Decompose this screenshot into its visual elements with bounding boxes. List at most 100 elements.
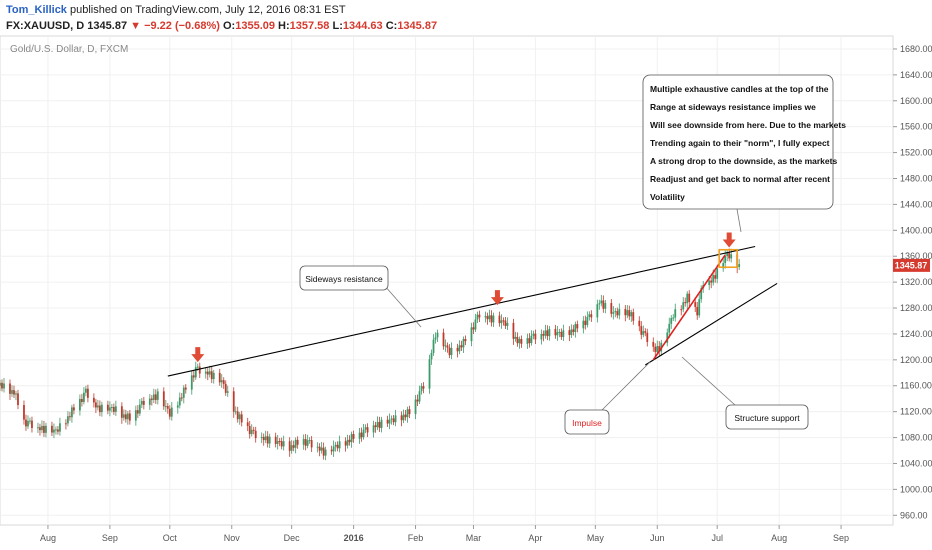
candle-body [15, 393, 17, 395]
candle-body [162, 391, 165, 407]
structure-support[interactable] [644, 282, 778, 366]
candle-body [652, 341, 655, 347]
candle-body [728, 252, 731, 259]
y-tick-label: 1320.00 [900, 277, 932, 287]
candle-body [436, 332, 439, 338]
sideways-resistance[interactable] [167, 245, 756, 377]
candle-body [684, 302, 687, 304]
candle-body [604, 303, 607, 309]
candle-body [226, 391, 229, 393]
candle-body [212, 372, 215, 380]
low-label: L: [332, 20, 343, 32]
highlight-box [718, 248, 738, 269]
candle-body [588, 314, 591, 317]
candle-body [346, 439, 349, 446]
callout-box [642, 74, 834, 210]
y-tick-label: 1680.00 [900, 44, 932, 54]
candle-body [630, 312, 633, 317]
candle-body [25, 419, 27, 427]
candle-body [484, 316, 487, 318]
y-tick-label: 1080.00 [900, 433, 932, 443]
candle-body [386, 419, 389, 424]
candle-body [530, 335, 533, 344]
candle-body [43, 425, 45, 433]
time-axis[interactable]: Aug Sep Oct Nov Dec 2016 Feb Mar Apr May Jun Jul Aug… [40, 525, 849, 543]
y-tick-label: 1560.00 [900, 122, 932, 132]
trendlines [167, 245, 778, 377]
candle-body [388, 419, 391, 424]
candle-body [29, 420, 31, 422]
price-tag: 1345.87 [893, 258, 930, 272]
candle-body [120, 406, 123, 418]
candle-body [738, 264, 741, 268]
price-axis[interactable]: 960.00 1000.00 1040.00 1080.00 1120.00 1160.0… [893, 44, 932, 520]
candle-body [700, 288, 703, 300]
candle-body [422, 386, 425, 389]
candle-body [470, 327, 473, 342]
candle-body [55, 429, 57, 431]
candle-body [94, 402, 97, 408]
candle-body [350, 434, 353, 443]
author-link[interactable]: Tom_Killick [6, 4, 67, 16]
x-tick-label: Sep [102, 533, 118, 543]
candle-body [37, 427, 39, 429]
candle-body [560, 331, 563, 337]
x-tick-label: Feb [408, 533, 424, 543]
candle-body [644, 331, 647, 333]
candle-body [224, 383, 227, 393]
x-tick-label: Apr [528, 533, 542, 543]
y-tick-label: 1400.00 [900, 225, 932, 235]
open-value: 1355.09 [235, 20, 275, 32]
candle-body [164, 406, 167, 408]
y-tick-label: 1640.00 [900, 70, 932, 80]
candle-body [516, 336, 519, 344]
candle-body [498, 315, 501, 324]
candle-body [262, 436, 265, 441]
candle-body [658, 346, 661, 352]
candle-body [53, 429, 55, 433]
candle-body [712, 275, 715, 283]
candle-body [320, 447, 323, 451]
candle-body [206, 371, 209, 375]
candle-body [600, 300, 603, 304]
candle-body [378, 421, 381, 428]
impulse-line[interactable] [652, 254, 726, 361]
candle-body [246, 422, 249, 427]
candle-body [252, 429, 255, 431]
candle-body [458, 345, 461, 352]
candle-body [248, 426, 251, 435]
candle-body [318, 446, 321, 451]
candle-body [134, 410, 137, 421]
x-tick-label: Aug [771, 533, 787, 543]
candle-body [362, 429, 365, 438]
candle-body [502, 320, 505, 322]
candle-body [474, 319, 477, 330]
candle-body [472, 327, 475, 330]
candle-body [616, 311, 619, 316]
candle-body [686, 293, 689, 304]
candle-body [450, 347, 453, 356]
y-tick-label: 1000.00 [900, 484, 932, 494]
candle-body [374, 425, 377, 428]
candle-body [344, 441, 347, 446]
candle-body [260, 436, 263, 439]
candle-body [624, 309, 627, 316]
candle-body [506, 322, 509, 326]
candle-body [730, 254, 733, 259]
candle-body [710, 280, 713, 283]
candle-body [626, 310, 629, 316]
candle-body [126, 413, 129, 420]
impulse-annotation: Impulse [564, 361, 651, 435]
candle-body [432, 339, 435, 353]
candle-body [544, 330, 547, 336]
candle-body [196, 366, 199, 368]
candle-body [414, 399, 417, 415]
candle-body [254, 430, 257, 439]
candle-body [574, 324, 577, 333]
candle-body [376, 421, 379, 428]
candle-body [364, 427, 367, 430]
candle-body [240, 414, 243, 423]
y-tick-label: 960.00 [900, 510, 928, 520]
candle-body [17, 393, 19, 406]
